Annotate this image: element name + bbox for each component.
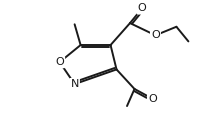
Text: O: O: [151, 30, 160, 40]
Text: O: O: [148, 94, 157, 104]
Text: O: O: [55, 57, 64, 67]
Text: O: O: [138, 4, 146, 13]
Text: N: N: [70, 79, 79, 89]
